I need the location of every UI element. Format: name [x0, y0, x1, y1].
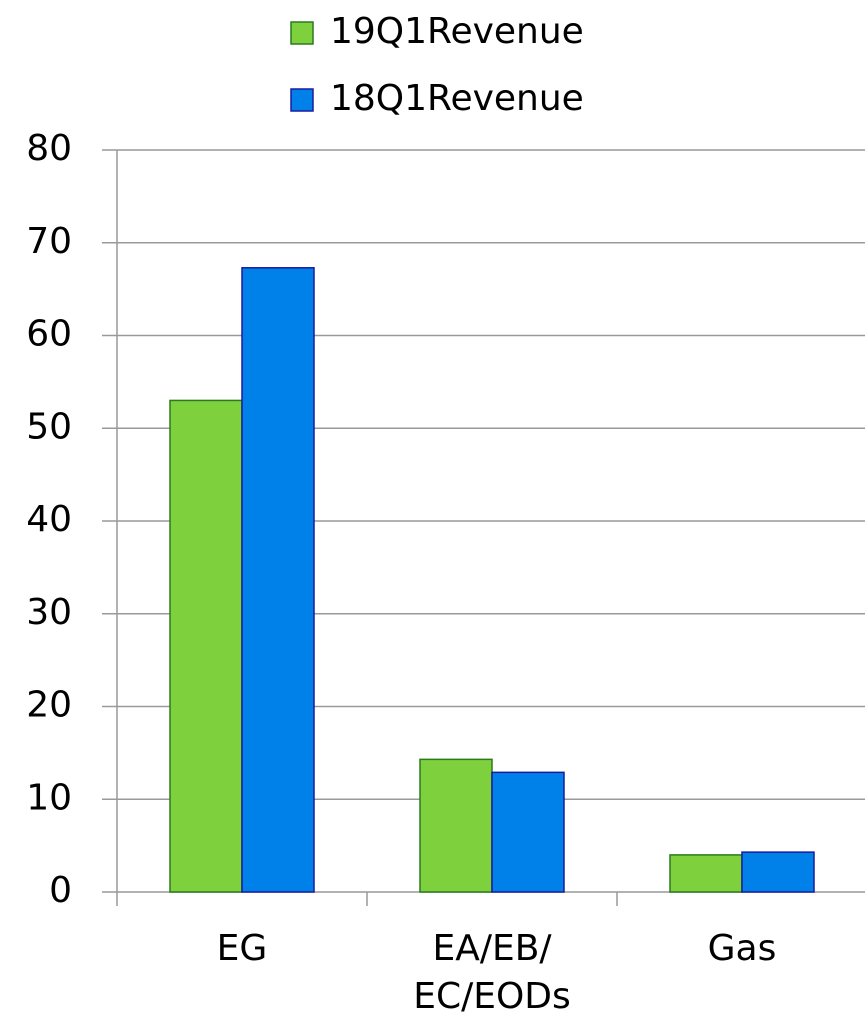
bar — [419, 758, 493, 893]
legend-swatch — [290, 88, 314, 112]
x-tick-label-box: EA/EB/ EC/EODs — [413, 928, 571, 1017]
y-tick-label: 50 — [26, 406, 72, 447]
x-tick-label: EA/EB/ EC/EODs — [413, 928, 571, 1017]
y-tick-label: 60 — [26, 314, 72, 355]
legend-label: 18Q1Revenue — [330, 78, 584, 119]
y-tick-label: 10 — [26, 777, 72, 818]
x-tick-label-box: EG — [216, 928, 268, 969]
y-tick-label: 20 — [26, 685, 72, 726]
y-tick-label: 30 — [26, 592, 72, 633]
x-tick-label: EG — [216, 928, 268, 969]
x-tick-label: Gas — [707, 928, 777, 969]
y-tick-label: 80 — [26, 128, 72, 169]
y-tick-label: 40 — [26, 499, 72, 540]
legend-swatch — [290, 21, 314, 45]
y-tick-label: 0 — [49, 870, 72, 911]
bar — [669, 854, 743, 893]
bar — [741, 851, 815, 893]
x-tick-label-box: Gas — [707, 928, 777, 969]
bar — [491, 771, 565, 893]
legend-label: 19Q1Revenue — [330, 11, 584, 52]
y-tick-label: 70 — [26, 221, 72, 262]
bar — [241, 267, 315, 893]
bar — [169, 399, 243, 893]
